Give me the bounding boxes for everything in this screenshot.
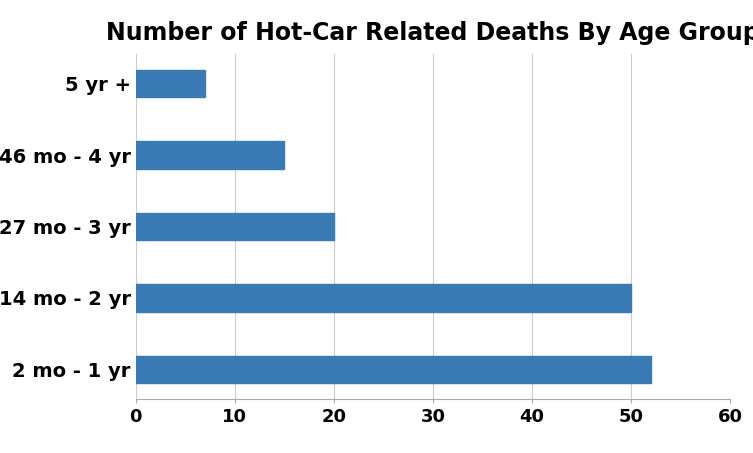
Bar [136,141,284,169]
Title: Number of Hot-Car Related Deaths By Age Group: Number of Hot-Car Related Deaths By Age … [106,21,753,45]
Bar [136,284,631,312]
Bar [136,356,651,383]
Bar [136,70,205,97]
Bar [136,213,334,240]
